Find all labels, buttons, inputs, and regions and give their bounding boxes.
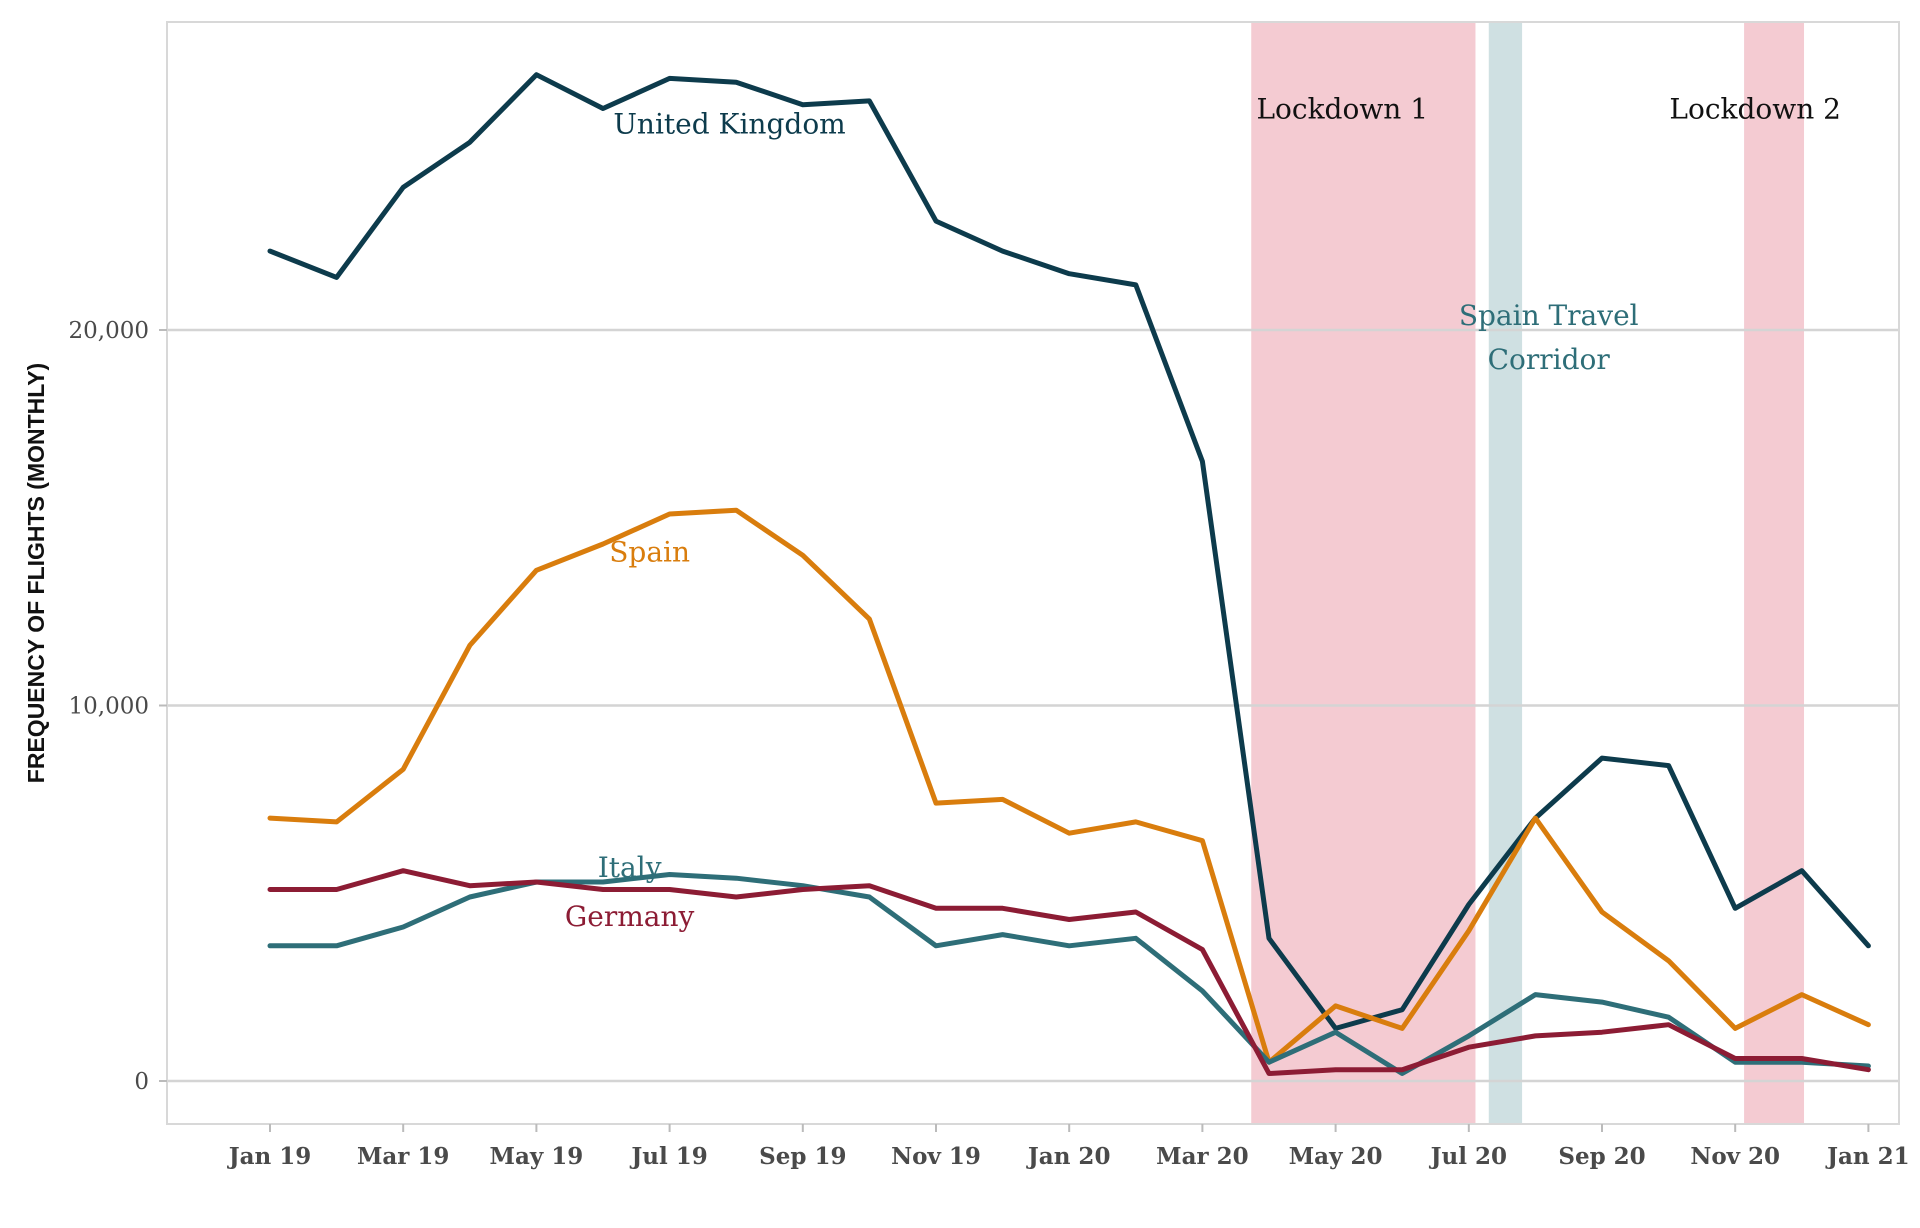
y-tick-label: 0	[134, 1069, 149, 1095]
y-axis-ticks: 0 10,000 20,000	[69, 318, 167, 1095]
x-tick-label: May 19	[490, 1143, 584, 1170]
band-lockdown-1	[1251, 22, 1476, 1124]
x-axis-ticks: Jan 19 Mar 19 May 19 Jul 19 Sep 19 Nov 19 Jan …	[227, 1124, 1910, 1170]
series-lines	[267, 72, 1871, 1076]
annotation-lockdown-1: Lockdown 1	[1256, 92, 1428, 125]
x-tick-label: Jul 20	[1429, 1143, 1507, 1170]
period-annotations: Lockdown 1 Spain Travel Corridor Lockdown 2	[1256, 92, 1841, 376]
x-tick-label: Jan 19	[227, 1143, 312, 1170]
series-line-italy	[267, 872, 1871, 1076]
band-lockdown-2	[1744, 22, 1805, 1124]
y-tick-label: 10,000	[69, 694, 149, 720]
series-line-germany	[267, 868, 1871, 1076]
shaded-periods	[1251, 22, 1805, 1124]
y-axis-title: FREQUENCY OF FLIGHTS (MONTHLY)	[23, 363, 49, 783]
x-tick-label: Nov 19	[891, 1143, 981, 1170]
band-spain-travel-corridor	[1488, 22, 1523, 1124]
x-tick-label: Sep 19	[759, 1143, 846, 1170]
x-tick-label: Nov 20	[1690, 1143, 1780, 1170]
plot-frame	[166, 21, 1900, 1125]
annotation-spain-travel-corridor: Spain Travel Corridor	[1459, 299, 1639, 376]
series-label-united-kingdom: United Kingdom	[613, 107, 845, 140]
series-label-germany: Germany	[565, 900, 695, 933]
series-labels: United Kingdom Spain Italy Germany	[565, 107, 846, 932]
annotation-lockdown-2: Lockdown 2	[1669, 92, 1841, 125]
x-tick-label: Sep 20	[1558, 1143, 1645, 1170]
series-line-spain	[267, 507, 1871, 1065]
series-label-italy: Italy	[598, 851, 662, 884]
x-tick-label: Jan 21	[1825, 1143, 1910, 1170]
x-tick-label: May 20	[1289, 1143, 1383, 1170]
x-tick-label: Mar 19	[357, 1143, 450, 1170]
x-tick-label: Mar 20	[1156, 1143, 1249, 1170]
x-tick-label: Jul 19	[629, 1143, 707, 1170]
series-label-spain: Spain	[609, 536, 690, 569]
series-line-united-kingdom	[267, 72, 1871, 1031]
y-tick-label: 20,000	[69, 318, 149, 344]
gridlines	[167, 328, 1899, 1083]
x-tick-label: Jan 20	[1026, 1143, 1111, 1170]
